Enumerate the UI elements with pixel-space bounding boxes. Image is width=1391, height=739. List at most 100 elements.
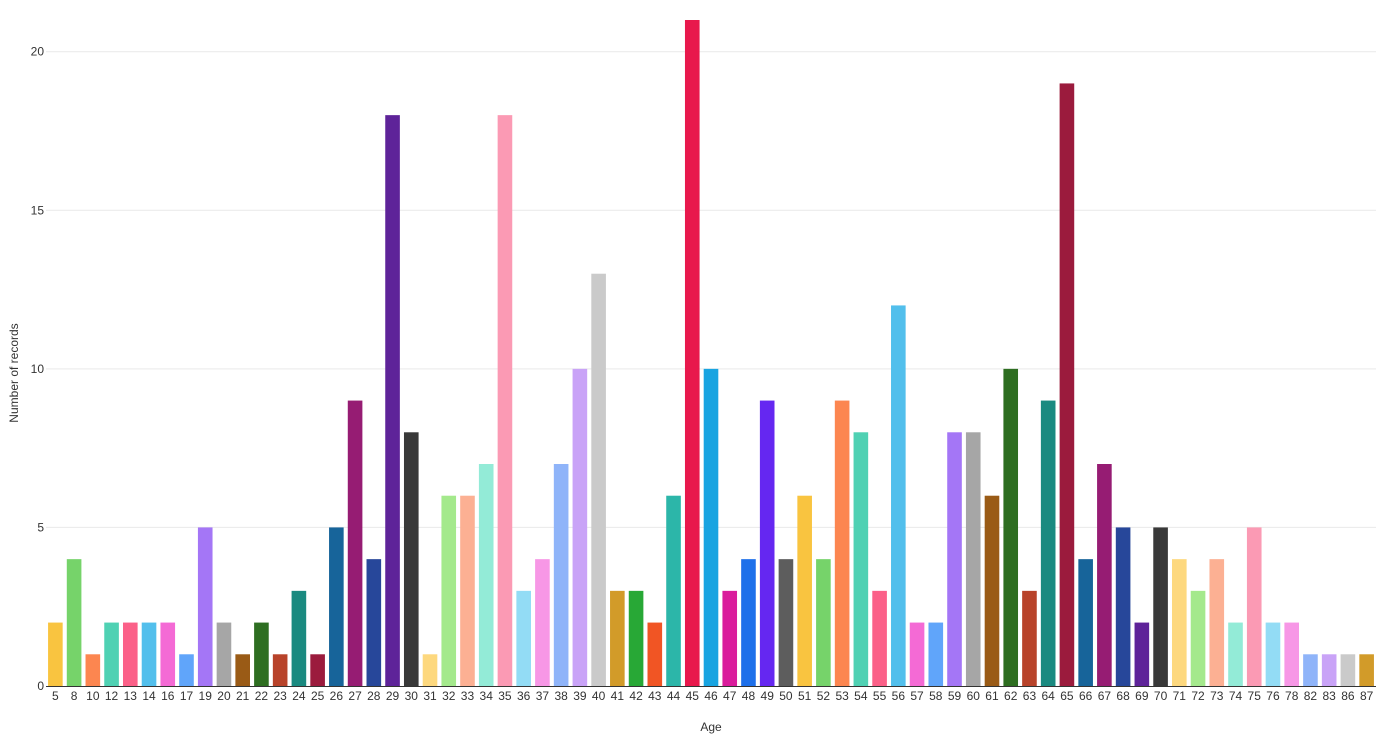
x-tick-label: 66 bbox=[1079, 689, 1093, 703]
bar-age-42 bbox=[628, 590, 644, 686]
bar-age-29 bbox=[385, 115, 400, 686]
bar-age-10 bbox=[85, 654, 101, 686]
x-tick-label: 39 bbox=[573, 689, 587, 703]
x-tick-label: 19 bbox=[199, 689, 213, 703]
bar-age-56 bbox=[891, 305, 906, 686]
x-tick-label: 69 bbox=[1135, 689, 1149, 703]
bar-age-57 bbox=[909, 622, 925, 686]
x-tick-label: 67 bbox=[1098, 689, 1112, 703]
y-axis-ticks: 0 5 10 15 20 bbox=[31, 45, 45, 693]
x-tick-label: 34 bbox=[480, 689, 494, 703]
bar-age-71 bbox=[1172, 559, 1187, 686]
x-tick-label: 21 bbox=[236, 689, 250, 703]
bar-age-54 bbox=[853, 432, 869, 686]
bar-age-63 bbox=[1022, 590, 1037, 686]
bar-age-76 bbox=[1265, 622, 1281, 686]
bar-age-51 bbox=[797, 495, 812, 686]
x-tick-label: 58 bbox=[929, 689, 943, 703]
x-tick-label: 51 bbox=[798, 689, 812, 703]
bar-age-68 bbox=[1115, 527, 1131, 686]
bar-age-53 bbox=[834, 400, 850, 686]
x-tick-label: 87 bbox=[1360, 689, 1374, 703]
bar-age-83 bbox=[1321, 654, 1337, 686]
x-tick-label: 42 bbox=[629, 689, 643, 703]
x-tick-label: 43 bbox=[648, 689, 662, 703]
bar-age-66 bbox=[1078, 559, 1093, 686]
x-tick-label: 41 bbox=[611, 689, 625, 703]
x-tick-label: 10 bbox=[86, 689, 100, 703]
x-tick-label: 52 bbox=[817, 689, 831, 703]
bar-age-41 bbox=[610, 590, 625, 686]
bar-age-21 bbox=[235, 654, 250, 686]
bar-age-72 bbox=[1190, 590, 1206, 686]
bar-age-62 bbox=[1003, 368, 1019, 686]
x-tick-label: 68 bbox=[1116, 689, 1130, 703]
x-tick-label: 70 bbox=[1154, 689, 1168, 703]
x-tick-label: 53 bbox=[835, 689, 849, 703]
bar-age-65 bbox=[1059, 83, 1075, 686]
bar-age-43 bbox=[647, 622, 663, 686]
bar-age-28 bbox=[366, 559, 382, 686]
x-tick-label: 8 bbox=[71, 689, 78, 703]
x-axis-title: Age bbox=[700, 720, 722, 734]
bar-age-52 bbox=[816, 559, 831, 686]
y-axis-title: Number of records bbox=[7, 323, 21, 422]
x-tick-label: 35 bbox=[498, 689, 512, 703]
x-tick-label: 75 bbox=[1248, 689, 1262, 703]
x-tick-label: 14 bbox=[142, 689, 156, 703]
bar-age-5 bbox=[48, 622, 63, 686]
x-tick-label: 40 bbox=[592, 689, 606, 703]
bar-age-59 bbox=[947, 432, 962, 686]
bar-age-36 bbox=[516, 590, 531, 686]
bar-age-25 bbox=[310, 654, 325, 686]
bar-age-75 bbox=[1246, 527, 1262, 686]
bar-age-14 bbox=[141, 622, 157, 686]
x-tick-label: 46 bbox=[704, 689, 718, 703]
y-tick-label: 20 bbox=[31, 45, 45, 59]
x-tick-label: 57 bbox=[910, 689, 924, 703]
bar-age-40 bbox=[591, 273, 606, 686]
bar-age-16 bbox=[160, 622, 176, 686]
x-tick-label: 82 bbox=[1304, 689, 1318, 703]
x-tick-label: 5 bbox=[52, 689, 59, 703]
x-tick-label: 31 bbox=[423, 689, 437, 703]
x-tick-label: 28 bbox=[367, 689, 381, 703]
x-tick-label: 61 bbox=[985, 689, 999, 703]
x-tick-label: 65 bbox=[1060, 689, 1074, 703]
x-tick-label: 63 bbox=[1023, 689, 1037, 703]
bar-age-86 bbox=[1340, 654, 1356, 686]
x-tick-label: 17 bbox=[180, 689, 194, 703]
x-tick-label: 49 bbox=[761, 689, 775, 703]
x-tick-label: 24 bbox=[292, 689, 306, 703]
x-tick-label: 12 bbox=[105, 689, 119, 703]
x-tick-label: 32 bbox=[442, 689, 456, 703]
bar-age-64 bbox=[1040, 400, 1056, 686]
x-tick-label: 33 bbox=[461, 689, 475, 703]
x-tick-label: 45 bbox=[686, 689, 700, 703]
bar-age-34 bbox=[478, 464, 494, 686]
bar-age-50 bbox=[778, 559, 794, 686]
bar-age-22 bbox=[254, 622, 269, 686]
bar-age-17 bbox=[179, 654, 194, 686]
bar-age-37 bbox=[535, 559, 550, 686]
x-tick-label: 23 bbox=[273, 689, 287, 703]
x-tick-label: 55 bbox=[873, 689, 887, 703]
bar-age-38 bbox=[553, 464, 569, 686]
bar-age-74 bbox=[1228, 622, 1243, 686]
x-tick-label: 29 bbox=[386, 689, 400, 703]
bar-age-61 bbox=[984, 495, 1000, 686]
bar-age-73 bbox=[1209, 559, 1225, 686]
bar-age-55 bbox=[872, 590, 887, 686]
bar-age-19 bbox=[197, 527, 213, 686]
x-tick-label: 60 bbox=[967, 689, 981, 703]
x-tick-label: 13 bbox=[124, 689, 138, 703]
x-tick-label: 27 bbox=[348, 689, 362, 703]
x-tick-label: 64 bbox=[1042, 689, 1056, 703]
bar-age-46 bbox=[703, 368, 719, 686]
bar-age-47 bbox=[722, 590, 738, 686]
x-tick-label: 78 bbox=[1285, 689, 1299, 703]
x-tick-label: 56 bbox=[892, 689, 906, 703]
bar-age-82 bbox=[1303, 654, 1318, 686]
bar-age-39 bbox=[572, 368, 588, 686]
